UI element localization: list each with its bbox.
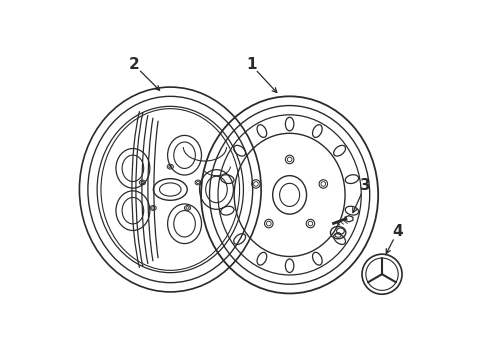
Text: 2: 2 bbox=[129, 57, 140, 72]
Text: 4: 4 bbox=[392, 224, 403, 239]
Text: 3: 3 bbox=[360, 178, 370, 193]
Text: 1: 1 bbox=[246, 57, 256, 72]
